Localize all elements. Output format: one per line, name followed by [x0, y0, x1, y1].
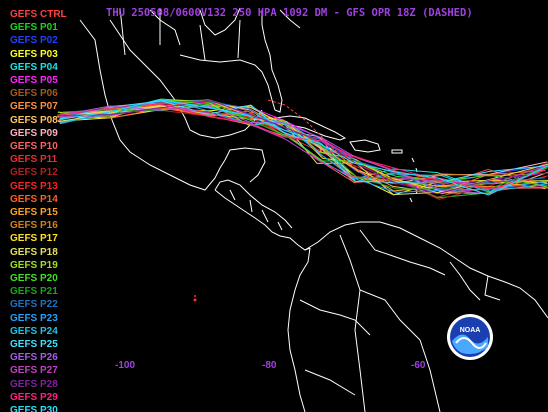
legend-item: GEFS P04 [10, 61, 58, 73]
legend-item: GEFS P10 [10, 141, 58, 153]
legend: GEFS CTRL GEFS P01 GEFS P02 GEFS P03 GEFS P0… [10, 8, 67, 412]
legend-item: GEFS P02 [10, 35, 58, 47]
legend-item: GEFS P07 [10, 101, 58, 113]
contour-line [61, 100, 548, 193]
red-markers [193, 295, 197, 302]
noaa-logo-icon: NOAA [447, 314, 493, 360]
legend-item: GEFS P08 [10, 114, 58, 126]
contour-line [62, 101, 548, 191]
legend-item: GEFS P17 [10, 233, 58, 245]
legend-item: GEFS P12 [10, 167, 58, 179]
legend-item: GEFS P26 [10, 352, 58, 364]
legend-item: GEFS P06 [10, 88, 58, 100]
legend-item: GEFS P01 [10, 22, 58, 34]
legend-item: GEFS P22 [10, 299, 58, 311]
longitude-label-60: -60 [411, 360, 426, 371]
chart-title: THU 250508/0600V132 250 HPA 1092 DM - GF… [106, 7, 473, 19]
legend-item: GEFS P13 [10, 180, 58, 192]
legend-item: GEFS P30 [10, 405, 58, 412]
legend-item: GEFS P16 [10, 220, 58, 232]
legend-item: GEFS P03 [10, 48, 58, 60]
ensemble-contours [57, 98, 548, 200]
legend-item: GEFS P28 [10, 378, 58, 390]
legend-item: GEFS P14 [10, 193, 58, 205]
legend-item: GEFS P19 [10, 259, 58, 271]
contour-line [59, 103, 546, 182]
legend-item: GEFS P29 [10, 391, 58, 403]
legend-item: GEFS P20 [10, 273, 58, 285]
legend-item: GEFS P27 [10, 365, 58, 377]
contour-line [58, 99, 548, 196]
gfs-opr-dashed-line [267, 99, 391, 186]
legend-item: GEFS P15 [10, 207, 58, 219]
contour-line [59, 100, 546, 183]
legend-item: GEFS P05 [10, 75, 58, 87]
longitude-label-100: -100 [115, 360, 136, 371]
legend-item: GEFS P18 [10, 246, 58, 258]
legend-item: GEFS P24 [10, 325, 58, 337]
legend-item: GEFS P25 [10, 339, 58, 351]
legend-item: GEFS P11 [10, 154, 58, 166]
legend-item: GEFS CTRL [10, 9, 67, 20]
contour-line [57, 100, 548, 195]
legend-item: GEFS P09 [10, 127, 58, 139]
legend-item: GEFS P23 [10, 312, 58, 324]
noaa-logo-text: NOAA [460, 327, 481, 334]
legend-item: GEFS P21 [10, 286, 58, 298]
longitude-label-80: -80 [262, 360, 277, 371]
contour-line [57, 100, 548, 194]
